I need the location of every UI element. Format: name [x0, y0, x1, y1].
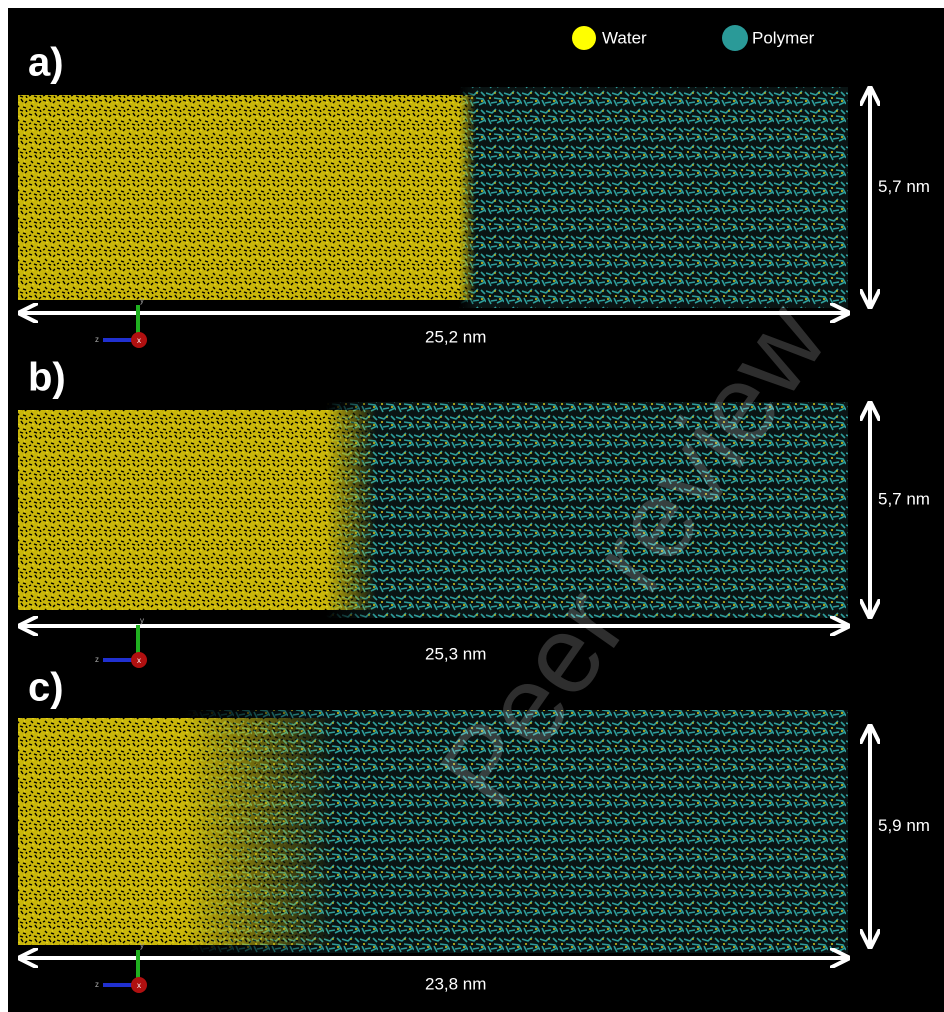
legend-swatch-water	[572, 26, 596, 50]
legend-label: Water	[602, 28, 647, 47]
panel-label: b)	[28, 356, 66, 400]
panel-label: c)	[28, 666, 64, 710]
length-label: 23,8 nm	[425, 974, 486, 993]
axis-label: y	[140, 941, 144, 950]
panel-label: a)	[28, 41, 64, 85]
axis-x	[131, 332, 147, 348]
axis-x	[131, 652, 147, 668]
polymer-region	[18, 402, 848, 618]
axis-label: z	[95, 335, 99, 344]
legend-swatch-polymer	[722, 25, 748, 51]
polymer-region	[18, 710, 848, 953]
legend-label: Polymer	[752, 28, 815, 47]
axis-label: z	[95, 655, 99, 664]
axis-label: x	[137, 656, 141, 665]
length-label: 25,3 nm	[425, 644, 486, 663]
axis-label: x	[137, 336, 141, 345]
axis-label: z	[95, 980, 99, 989]
height-label: 5,9 nm	[878, 816, 930, 835]
axis-x	[131, 977, 147, 993]
axis-label: y	[140, 616, 144, 625]
height-label: 5,7 nm	[878, 489, 930, 508]
height-label: 5,7 nm	[878, 177, 930, 196]
axis-label: y	[140, 296, 144, 305]
length-label: 25,2 nm	[425, 327, 486, 346]
polymer-region	[18, 87, 848, 308]
axis-label: x	[137, 981, 141, 990]
